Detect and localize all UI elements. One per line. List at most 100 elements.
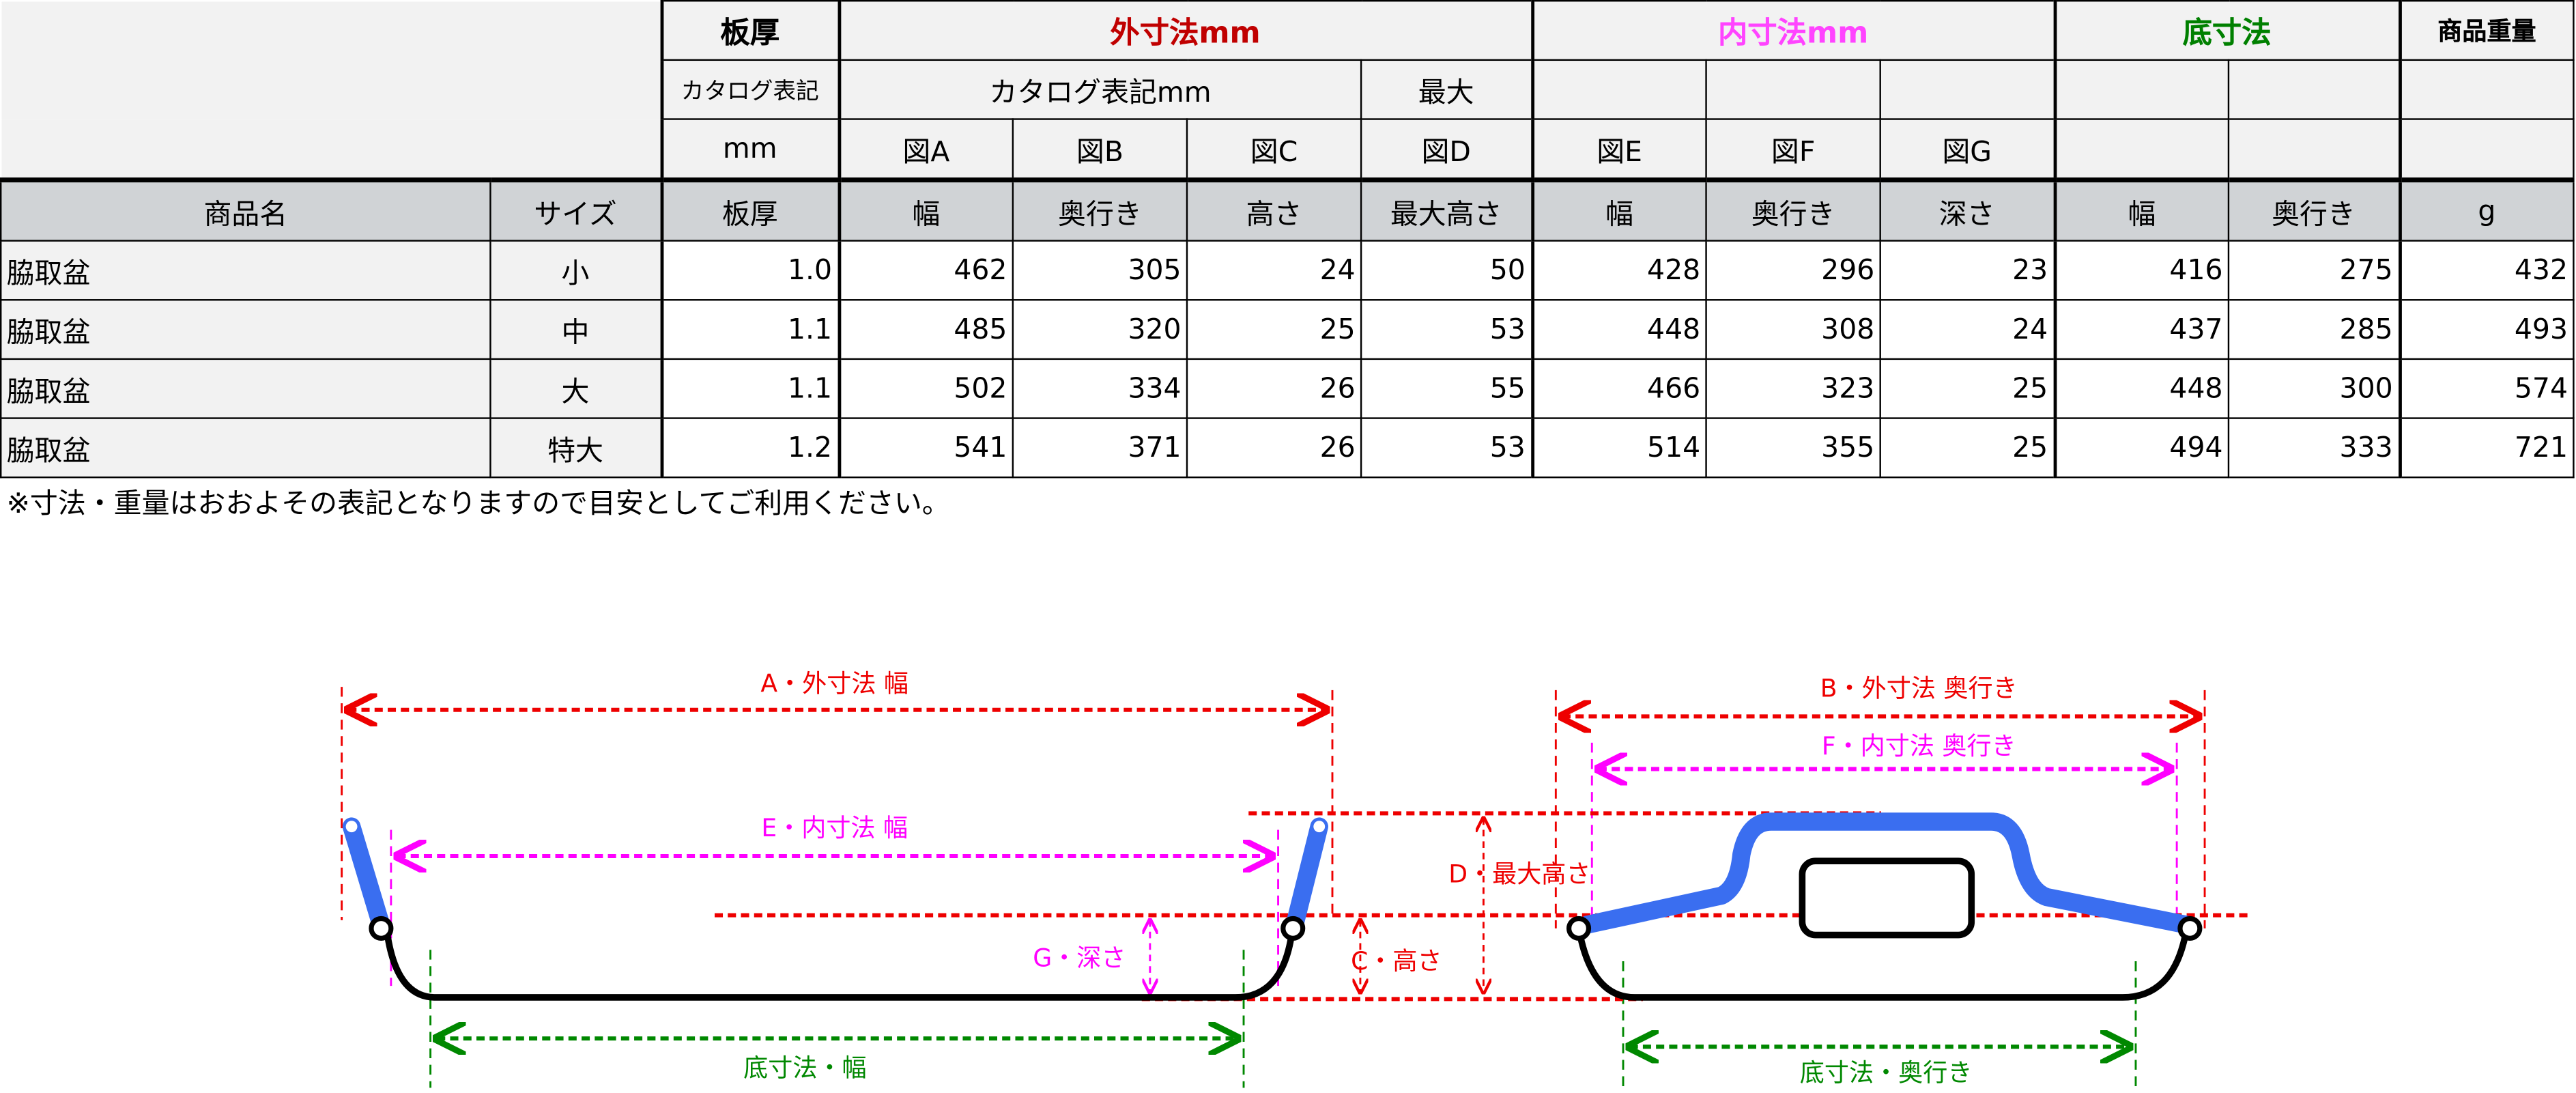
column-header: 最大高さ bbox=[1360, 177, 1533, 242]
cell-bd: 333 bbox=[2227, 417, 2401, 479]
table-row: 脇取盆小 1.0 462 305 24 50 428 296 23 416 275 432 bbox=[0, 240, 2575, 301]
label-b: B・外寸法 奥行き bbox=[1820, 674, 2018, 703]
cell-b: 371 bbox=[1012, 417, 1188, 479]
footnote: ※寸法・重量はおおよその表記となりますので目安としてご利用ください。 bbox=[6, 487, 950, 521]
cell-bd: 300 bbox=[2227, 358, 2401, 419]
handle-hole bbox=[1799, 857, 1975, 939]
label-f: F・内寸法 奥行き bbox=[1822, 731, 2016, 761]
right-ring bbox=[1280, 915, 1306, 941]
label-bottom-w: 底寸法・幅 bbox=[743, 1053, 866, 1083]
cell-a: 485 bbox=[837, 299, 1014, 360]
column-header: g bbox=[2397, 177, 2575, 242]
cell-c: 25 bbox=[1186, 299, 1362, 360]
header-thickness: 板厚 bbox=[659, 0, 840, 61]
cell-size: 特大 bbox=[489, 417, 662, 479]
left-handle bbox=[342, 817, 390, 935]
cell-bw: 437 bbox=[2052, 299, 2230, 360]
cell-size: 中 bbox=[489, 299, 662, 360]
cell-e: 428 bbox=[1530, 240, 1707, 301]
front-handle bbox=[1583, 812, 2190, 935]
pan-side-body bbox=[384, 936, 1295, 1001]
cell-bw: 494 bbox=[2052, 417, 2230, 479]
cell-b: 305 bbox=[1012, 240, 1188, 301]
cell-g: 25 bbox=[1879, 358, 2056, 419]
fig-b: 図B bbox=[1012, 118, 1188, 181]
cell-g: 23 bbox=[1879, 240, 2056, 301]
cell-bw: 416 bbox=[2052, 240, 2230, 301]
cell-f: 296 bbox=[1705, 240, 1881, 301]
cell-g: 25 bbox=[1879, 417, 2056, 479]
cell-f: 355 bbox=[1705, 417, 1881, 479]
fig-a: 図A bbox=[837, 118, 1014, 181]
header-max: 最大 bbox=[1360, 59, 1533, 120]
cell-f: 308 bbox=[1705, 299, 1881, 360]
column-header: 幅 bbox=[1530, 177, 1707, 242]
cell-weight: 493 bbox=[2397, 299, 2575, 360]
header-catalog: カタログ表記 bbox=[659, 59, 840, 120]
spec-table: 板厚 外寸法mm 内寸法mm 底寸法 商品重量 カタログ表記 カタログ表記mm … bbox=[0, 0, 2575, 479]
cell-name: 脇取盆 bbox=[0, 240, 491, 301]
cell-thickness: 1.0 bbox=[659, 240, 840, 301]
cell-c: 24 bbox=[1186, 240, 1362, 301]
cell-e: 466 bbox=[1530, 358, 1707, 419]
column-header: 高さ bbox=[1186, 177, 1362, 242]
cell-size: 大 bbox=[489, 358, 662, 419]
column-header: 幅 bbox=[2052, 177, 2230, 242]
column-header: 板厚 bbox=[659, 177, 840, 242]
table-row: 脇取盆中 1.1 485 320 25 53 448 308 24 437 285 493 bbox=[0, 299, 2575, 360]
pan-front-body bbox=[1577, 935, 2188, 1001]
cell-a: 462 bbox=[837, 240, 1014, 301]
column-header: 奥行き bbox=[1012, 177, 1188, 242]
fig-g: 図G bbox=[1879, 118, 2056, 181]
cell-size: 小 bbox=[489, 240, 662, 301]
cell-name: 脇取盆 bbox=[0, 358, 491, 419]
label-bottom-d: 底寸法・奥行き bbox=[1800, 1058, 1973, 1088]
front-left-ring bbox=[1566, 915, 1592, 941]
front-right-ring bbox=[2177, 915, 2203, 941]
right-hinge bbox=[1313, 821, 1326, 833]
right-handle bbox=[1285, 817, 1328, 935]
cell-d: 50 bbox=[1360, 240, 1533, 301]
fig-d: 図D bbox=[1360, 118, 1533, 181]
column-header: 深さ bbox=[1879, 177, 2056, 242]
cell-thickness: 1.1 bbox=[659, 299, 840, 360]
header-weight: 商品重量 bbox=[2397, 0, 2575, 61]
cell-a: 502 bbox=[837, 358, 1014, 419]
cell-d: 53 bbox=[1360, 299, 1533, 360]
cell-d: 53 bbox=[1360, 417, 1533, 479]
cell-e: 448 bbox=[1530, 299, 1707, 360]
cell-c: 26 bbox=[1186, 417, 1362, 479]
header-inner: 内寸法mm bbox=[1530, 0, 2056, 61]
cell-b: 320 bbox=[1012, 299, 1188, 360]
cell-b: 334 bbox=[1012, 358, 1188, 419]
cell-weight: 721 bbox=[2397, 417, 2575, 479]
cell-weight: 432 bbox=[2397, 240, 2575, 301]
column-header: 商品名 bbox=[0, 177, 491, 242]
header-catalog-mm: カタログ表記mm bbox=[837, 59, 1362, 120]
cell-thickness: 1.2 bbox=[659, 417, 840, 479]
cell-weight: 574 bbox=[2397, 358, 2575, 419]
fig-e: 図E bbox=[1530, 118, 1707, 181]
left-ring bbox=[369, 915, 394, 941]
cell-name: 脇取盆 bbox=[0, 299, 491, 360]
column-header: 奥行き bbox=[1705, 177, 1881, 242]
table-row: 脇取盆 特大 1.2 541 371 26 53 514 355 25 494 333 721 bbox=[0, 417, 2575, 479]
cell-thickness: 1.1 bbox=[659, 358, 840, 419]
cell-bd: 275 bbox=[2227, 240, 2401, 301]
header-mm: mm bbox=[659, 118, 840, 181]
table-row: 脇取盆大 1.1 502 334 26 55 466 323 25 448 300 574 bbox=[0, 358, 2575, 419]
column-header: サイズ bbox=[489, 177, 662, 242]
label-g: G・深さ bbox=[1033, 943, 1126, 972]
cell-bd: 285 bbox=[2227, 299, 2401, 360]
cell-a: 541 bbox=[837, 417, 1014, 479]
label-c: C・高さ bbox=[1351, 946, 1442, 976]
header-outer: 外寸法mm bbox=[837, 0, 1533, 61]
fig-f: 図F bbox=[1705, 118, 1881, 181]
cell-bw: 448 bbox=[2052, 358, 2230, 419]
header-bottom: 底寸法 bbox=[2052, 0, 2401, 61]
label-e: E・内寸法 幅 bbox=[761, 813, 908, 842]
left-hinge bbox=[345, 821, 358, 833]
fig-c: 図C bbox=[1186, 118, 1362, 181]
column-header: 奥行き bbox=[2227, 177, 2401, 242]
